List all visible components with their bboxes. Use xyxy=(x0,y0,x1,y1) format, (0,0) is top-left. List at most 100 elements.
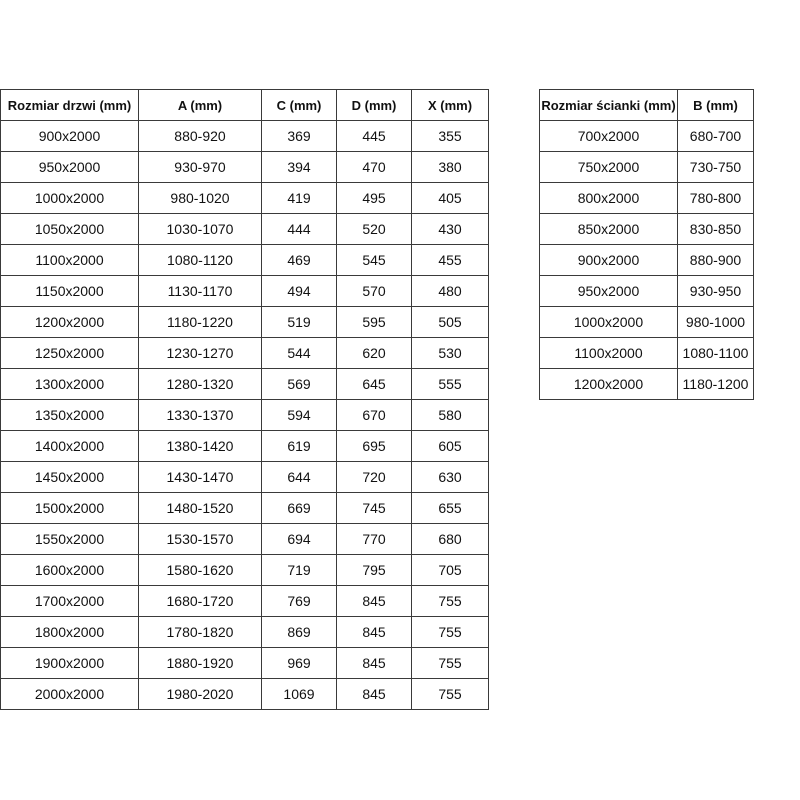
table-row: 1200x2000 1180-1200 xyxy=(539,368,754,400)
table-cell: 494 xyxy=(261,275,337,307)
table-cell: 1230-1270 xyxy=(138,337,262,369)
table-row: 900x2000 880-900 xyxy=(539,244,754,276)
table-cell: 655 xyxy=(411,492,489,524)
table-cell: 950x2000 xyxy=(539,275,678,307)
table-cell: 1780-1820 xyxy=(138,616,262,648)
table-cell: 1450x2000 xyxy=(0,461,139,493)
table-cell: 1350x2000 xyxy=(0,399,139,431)
table-row: 1900x2000 1880-1920 969 845 755 xyxy=(0,647,489,679)
table-row: 1500x2000 1480-1520 669 745 655 xyxy=(0,492,489,524)
table-row: 1700x2000 1680-1720 769 845 755 xyxy=(0,585,489,617)
table-cell: 394 xyxy=(261,151,337,183)
table-cell: 555 xyxy=(411,368,489,400)
table-cell: 830-850 xyxy=(677,213,754,245)
table-cell: 1180-1220 xyxy=(138,306,262,338)
table-row: 1100x2000 1080-1100 xyxy=(539,337,754,369)
table-cell: 720 xyxy=(336,461,412,493)
table-cell: 1580-1620 xyxy=(138,554,262,586)
table-header-row: Rozmiar ścianki (mm) B (mm) xyxy=(539,89,754,121)
table-cell: 645 xyxy=(336,368,412,400)
table-cell: 1500x2000 xyxy=(0,492,139,524)
table-cell: 595 xyxy=(336,306,412,338)
table-cell: 1150x2000 xyxy=(0,275,139,307)
table-cell: 1980-2020 xyxy=(138,678,262,710)
header-d: D (mm) xyxy=(336,89,412,121)
header-c: C (mm) xyxy=(261,89,337,121)
table-cell: 695 xyxy=(336,430,412,462)
table-cell: 430 xyxy=(411,213,489,245)
header-b: B (mm) xyxy=(677,89,754,121)
table-cell: 795 xyxy=(336,554,412,586)
table-row: 1800x2000 1780-1820 869 845 755 xyxy=(0,616,489,648)
table-cell: 1430-1470 xyxy=(138,461,262,493)
table-cell: 1000x2000 xyxy=(539,306,678,338)
table-row: 1000x2000 980-1020 419 495 405 xyxy=(0,182,489,214)
table-cell: 670 xyxy=(336,399,412,431)
table-row: 1550x2000 1530-1570 694 770 680 xyxy=(0,523,489,555)
table-row: 1200x2000 1180-1220 519 595 505 xyxy=(0,306,489,338)
table-row: 800x2000 780-800 xyxy=(539,182,754,214)
table-cell: 1700x2000 xyxy=(0,585,139,617)
table-cell: 594 xyxy=(261,399,337,431)
table-cell: 930-950 xyxy=(677,275,754,307)
table-cell: 1900x2000 xyxy=(0,647,139,679)
table-cell: 745 xyxy=(336,492,412,524)
table-cell: 644 xyxy=(261,461,337,493)
table-cell: 1680-1720 xyxy=(138,585,262,617)
table-row: 950x2000 930-950 xyxy=(539,275,754,307)
table-cell: 1050x2000 xyxy=(0,213,139,245)
table-cell: 1300x2000 xyxy=(0,368,139,400)
table-cell: 969 xyxy=(261,647,337,679)
table-row: 900x2000 880-920 369 445 355 xyxy=(0,120,489,152)
table-cell: 2000x2000 xyxy=(0,678,139,710)
table-cell: 1380-1420 xyxy=(138,430,262,462)
table-cell: 845 xyxy=(336,616,412,648)
table-row: 700x2000 680-700 xyxy=(539,120,754,152)
header-x: X (mm) xyxy=(411,89,489,121)
table-cell: 480 xyxy=(411,275,489,307)
table-cell: 755 xyxy=(411,585,489,617)
table-cell: 569 xyxy=(261,368,337,400)
table-cell: 930-970 xyxy=(138,151,262,183)
table-row: 1600x2000 1580-1620 719 795 705 xyxy=(0,554,489,586)
table-cell: 1530-1570 xyxy=(138,523,262,555)
table-cell: 1100x2000 xyxy=(0,244,139,276)
table-cell: 880-900 xyxy=(677,244,754,276)
table-cell: 1000x2000 xyxy=(0,182,139,214)
table-cell: 880-920 xyxy=(138,120,262,152)
table-cell: 700x2000 xyxy=(539,120,678,152)
table-row: 1250x2000 1230-1270 544 620 530 xyxy=(0,337,489,369)
table-cell: 730-750 xyxy=(677,151,754,183)
table-cell: 505 xyxy=(411,306,489,338)
table-cell: 1200x2000 xyxy=(0,306,139,338)
table-cell: 750x2000 xyxy=(539,151,678,183)
table-cell: 1600x2000 xyxy=(0,554,139,586)
table-cell: 545 xyxy=(336,244,412,276)
table-cell: 369 xyxy=(261,120,337,152)
table-cell: 980-1020 xyxy=(138,182,262,214)
table-cell: 705 xyxy=(411,554,489,586)
table-cell: 1080-1120 xyxy=(138,244,262,276)
header-door-size: Rozmiar drzwi (mm) xyxy=(0,89,139,121)
table-row: 2000x2000 1980-2020 1069 845 755 xyxy=(0,678,489,710)
table-row: 1000x2000 980-1000 xyxy=(539,306,754,338)
table-cell: 530 xyxy=(411,337,489,369)
table-cell: 444 xyxy=(261,213,337,245)
table-cell: 1130-1170 xyxy=(138,275,262,307)
table-row: 850x2000 830-850 xyxy=(539,213,754,245)
table-cell: 1280-1320 xyxy=(138,368,262,400)
table-cell: 780-800 xyxy=(677,182,754,214)
table-row: 950x2000 930-970 394 470 380 xyxy=(0,151,489,183)
table-cell: 1080-1100 xyxy=(677,337,754,369)
table-cell: 519 xyxy=(261,306,337,338)
table-cell: 1250x2000 xyxy=(0,337,139,369)
table-cell: 669 xyxy=(261,492,337,524)
table-row: 1350x2000 1330-1370 594 670 580 xyxy=(0,399,489,431)
table-cell: 1880-1920 xyxy=(138,647,262,679)
table-cell: 769 xyxy=(261,585,337,617)
table-cell: 630 xyxy=(411,461,489,493)
table-row: 1300x2000 1280-1320 569 645 555 xyxy=(0,368,489,400)
table-cell: 845 xyxy=(336,678,412,710)
table-cell: 1030-1070 xyxy=(138,213,262,245)
table-row: 1150x2000 1130-1170 494 570 480 xyxy=(0,275,489,307)
